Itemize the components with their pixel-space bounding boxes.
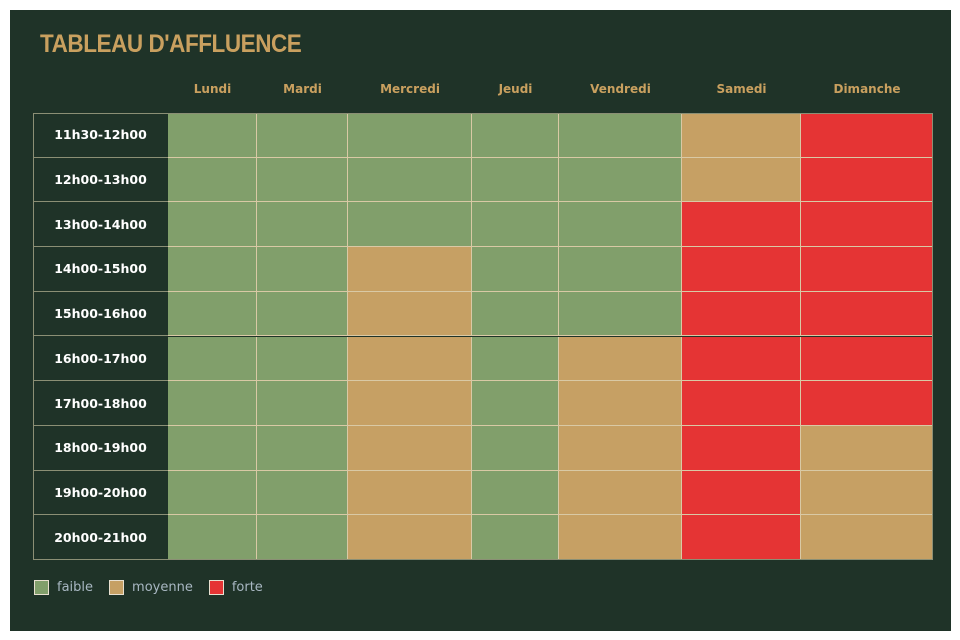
heatmap-cell-moyenne bbox=[682, 113, 801, 158]
heatmap-cell-faible bbox=[168, 291, 257, 337]
heatmap-cell-faible bbox=[348, 157, 472, 203]
legend-swatch bbox=[208, 580, 224, 595]
heatmap-cell-faible bbox=[559, 247, 682, 292]
heatmap-cell-forte bbox=[682, 202, 801, 248]
heatmap-cell-moyenne bbox=[348, 381, 472, 426]
heatmap-cell-faible bbox=[168, 157, 257, 203]
legend-item-moyenne: moyenne bbox=[109, 580, 193, 595]
heatmap-cell-faible bbox=[257, 425, 348, 471]
column-header-mercredi: Mercredi bbox=[380, 82, 440, 96]
heatmap-cell-faible bbox=[257, 157, 348, 203]
heatmap-cell-faible bbox=[168, 470, 257, 516]
heatmap-cell-forte bbox=[801, 202, 933, 248]
row-label: 20h00-21h00 bbox=[54, 530, 147, 546]
column-header-jeudi: Jeudi bbox=[498, 82, 533, 96]
heatmap-cell-forte bbox=[801, 291, 933, 337]
heatmap-cell-faible bbox=[472, 336, 559, 382]
row-label: 11h30-12h00 bbox=[33, 113, 168, 158]
heatmap-cell-forte bbox=[682, 381, 801, 426]
row-label: 17h00-18h00 bbox=[33, 381, 168, 426]
heatmap-cell-faible bbox=[168, 113, 257, 158]
heatmap-cell-moyenne bbox=[348, 425, 472, 471]
legend-swatch bbox=[34, 580, 49, 595]
heatmap-cell-faible bbox=[168, 381, 257, 426]
legend-item-forte: forte bbox=[208, 580, 263, 595]
heatmap-cell-moyenne bbox=[801, 425, 933, 471]
heatmap-cell-faible bbox=[257, 470, 348, 516]
row-label: 14h00-15h00 bbox=[33, 247, 168, 292]
heatmap-cell-faible bbox=[168, 515, 257, 560]
heatmap-cell-moyenne bbox=[348, 291, 472, 337]
heatmap-cell-faible bbox=[257, 336, 348, 382]
heatmap-cell-moyenne bbox=[559, 470, 682, 516]
heatmap-cell-moyenne bbox=[559, 425, 682, 471]
legend-label: faible bbox=[57, 580, 94, 595]
heatmap-cell-moyenne bbox=[348, 336, 472, 382]
heatmap-cell-forte bbox=[801, 381, 933, 426]
column-header-dimanche: Dimanche bbox=[833, 82, 901, 96]
column-header-samedi: Samedi bbox=[716, 82, 767, 96]
heatmap-cell-faible bbox=[257, 113, 348, 158]
heatmap-cell-faible bbox=[472, 470, 559, 516]
heatmap-cell-faible bbox=[168, 247, 257, 292]
column-header-vendredi: Vendredi bbox=[590, 82, 651, 96]
heatmap-cell-forte bbox=[682, 470, 801, 516]
legend-swatch bbox=[109, 580, 125, 595]
row-label: 15h00-16h00 bbox=[33, 292, 168, 337]
heatmap-cell-faible bbox=[257, 381, 348, 426]
heatmap-cell-moyenne bbox=[348, 470, 472, 516]
heatmap-cell-faible bbox=[559, 291, 682, 337]
heatmap-cell-faible bbox=[348, 202, 472, 248]
heatmap-cell-moyenne bbox=[801, 470, 933, 516]
heatmap-cell-faible bbox=[559, 157, 682, 203]
heatmap-cell-faible bbox=[257, 247, 348, 292]
chart-panel: TABLEAU D'AFFLUENCE 11h30-12h00 12h00-13h… bbox=[10, 10, 951, 631]
heatmap-cell-moyenne bbox=[559, 381, 682, 426]
heatmap-cell-forte bbox=[801, 157, 933, 203]
legend-label: forte bbox=[231, 580, 263, 595]
heatmap-cell-moyenne bbox=[682, 157, 801, 203]
legend-item-faible: faible bbox=[34, 580, 93, 595]
chart-title: TABLEAU D'AFFLUENCE bbox=[40, 30, 302, 58]
heatmap-cell-faible bbox=[168, 336, 257, 382]
row-label: 12h00-13h00 bbox=[33, 158, 168, 203]
row-label: 18h00-19h00 bbox=[33, 426, 168, 471]
heatmap-cell-faible bbox=[472, 202, 559, 248]
heatmap-cell-moyenne bbox=[801, 515, 933, 560]
heatmap-cell-forte bbox=[682, 425, 801, 471]
heatmap-cell-forte bbox=[801, 247, 933, 292]
heatmap-cell-faible bbox=[472, 157, 559, 203]
row-label: 13h00-14h00 bbox=[33, 202, 168, 248]
heatmap-cell-faible bbox=[348, 113, 472, 158]
heatmap-cell-forte bbox=[682, 515, 801, 560]
legend: faible moyenne forte bbox=[34, 580, 279, 595]
legend-label: moyenne bbox=[132, 580, 193, 595]
heatmap-cell-faible bbox=[472, 381, 559, 426]
heatmap-cell-moyenne bbox=[559, 515, 682, 560]
column-header-lundi: Lundi bbox=[193, 82, 232, 96]
heatmap-cell-moyenne bbox=[348, 247, 472, 292]
heatmap-cell-forte bbox=[801, 113, 933, 158]
heatmap-cell-faible bbox=[559, 113, 682, 158]
heatmap-cell-faible bbox=[257, 202, 348, 248]
heatmap-cell-faible bbox=[257, 515, 348, 560]
heatmap-cell-faible bbox=[168, 425, 257, 471]
heatmap-cell-forte bbox=[682, 247, 801, 292]
column-header-mardi: Mardi bbox=[283, 82, 322, 96]
heatmap-cell-faible bbox=[257, 291, 348, 337]
heatmap-cell-faible bbox=[472, 113, 559, 158]
heatmap-cell-forte bbox=[682, 336, 801, 382]
heatmap-cell-faible bbox=[472, 515, 559, 560]
row-label: 16h00-17h00 bbox=[33, 337, 168, 382]
heatmap-cell-faible bbox=[559, 202, 682, 248]
heatmap-cell-moyenne bbox=[348, 515, 472, 560]
heatmap-cell-forte bbox=[801, 336, 933, 382]
row-label: 19h00-20h00 bbox=[33, 471, 168, 516]
heatmap-cell-faible bbox=[472, 291, 559, 337]
heatmap-cell-faible bbox=[168, 202, 257, 248]
heatmap-cell-forte bbox=[682, 291, 801, 337]
heatmap-cell-faible bbox=[472, 247, 559, 292]
heatmap-cell-faible bbox=[472, 425, 559, 471]
heatmap-cell-moyenne bbox=[559, 336, 682, 382]
